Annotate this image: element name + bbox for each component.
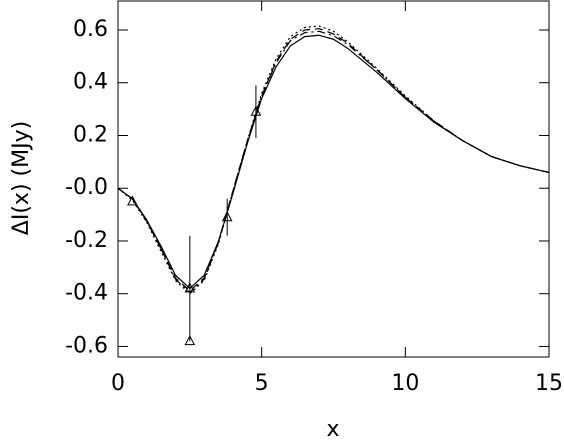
y-axis-label: ΔI(x) (MJy): [9, 121, 34, 235]
x-tick-label: 5: [255, 371, 269, 396]
data-point: [184, 335, 196, 346]
x-tick-label: 0: [111, 371, 125, 396]
series-line: [117, 28, 550, 292]
plot-frame: [117, 0, 550, 358]
x-tick-label: 10: [391, 371, 419, 396]
series-line: [117, 25, 550, 295]
y-tick-label: -0.4: [65, 281, 108, 306]
y-tick-label: -0.0: [65, 175, 108, 200]
x-axis-label: x: [326, 417, 339, 442]
y-tick-label: 0.6: [73, 17, 108, 42]
data-point: [221, 211, 233, 222]
data-point: [127, 195, 138, 206]
data-point: [184, 282, 196, 293]
y-tick-label: 0.2: [73, 122, 108, 147]
series-line: [117, 34, 550, 290]
y-tick-label: -0.6: [65, 333, 108, 358]
series-line: [117, 30, 550, 293]
y-tick-label: 0.4: [73, 70, 108, 95]
data-point: [250, 105, 262, 116]
x-tick-label: 15: [535, 371, 563, 396]
y-tick-label: -0.2: [65, 228, 108, 253]
